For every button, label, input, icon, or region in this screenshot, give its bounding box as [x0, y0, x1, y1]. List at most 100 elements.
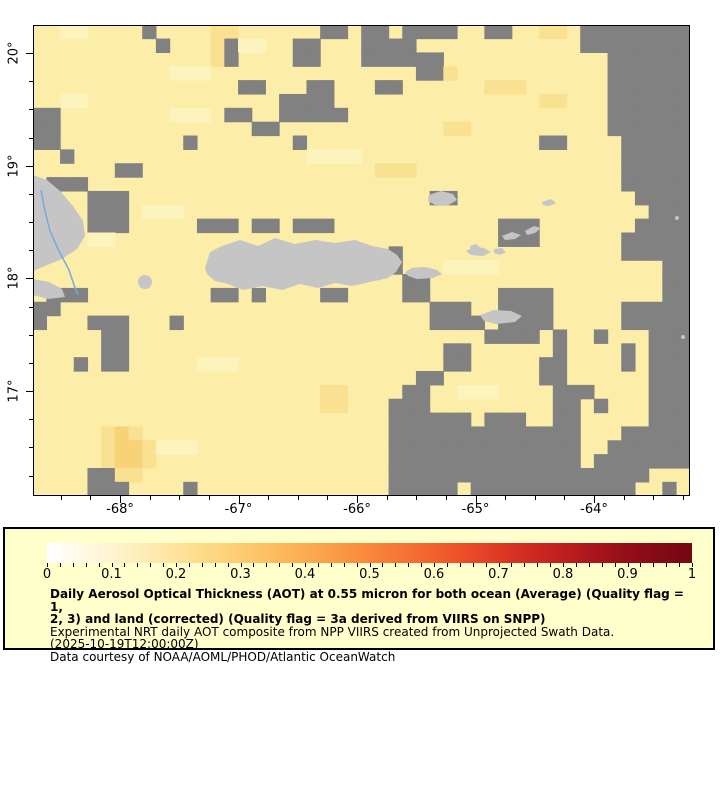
- hispaniola-south-spit-land: [33, 279, 65, 299]
- colorbar-tick: [511, 563, 513, 567]
- tortola-land: [502, 232, 521, 240]
- vieques-land: [405, 267, 442, 279]
- colorbar-labels: 0 0.1 0.2 0.3 0.4 0.5 0.6 0.7 0.8 0.9 1: [5, 567, 717, 582]
- colorbar-tick: [240, 563, 242, 567]
- lat-tick: [26, 165, 33, 167]
- lon-tick: [623, 496, 625, 500]
- puerto-rico-land: [205, 238, 402, 290]
- st-thomas-land: [466, 247, 491, 256]
- colorbar-tick: [446, 563, 448, 567]
- st-john-land: [494, 248, 506, 255]
- colorbar-tick: [201, 563, 203, 567]
- colorbar-tick: [72, 563, 74, 567]
- colorbar-tick: [330, 563, 332, 567]
- lon-tick: [534, 496, 536, 500]
- colorbar-tick: [666, 563, 668, 567]
- colorbar-tick: [679, 563, 681, 567]
- lon-tick: [60, 496, 62, 500]
- caption-timestamp: (2025-10-19T12:00:00Z): [50, 637, 199, 652]
- map-border: [33, 25, 690, 496]
- colorbar-tick: [150, 563, 152, 567]
- colorbar-tick: [408, 563, 410, 567]
- colorbar-tick: [279, 563, 281, 567]
- lon-tick: [268, 496, 270, 500]
- colorbar-tick: [614, 563, 616, 567]
- colorbar-tick: [343, 563, 345, 567]
- lon-tick: [416, 496, 418, 500]
- colorbar-tick: [124, 563, 126, 567]
- legend-box: 0 0.1 0.2 0.3 0.4 0.5 0.6 0.7 0.8 0.9 1 Daily Aero…: [3, 527, 717, 663]
- lon-tick: [179, 496, 181, 500]
- lon-tick: [357, 496, 358, 503]
- lon-tick-label: -67°: [224, 502, 253, 517]
- lat-tick-label: 18°: [6, 266, 22, 290]
- colorbar-tick: [395, 563, 397, 567]
- colorbar-tick-label: 0.3: [230, 567, 251, 582]
- colorbar-tick: [588, 563, 590, 567]
- lat-tick: [26, 391, 33, 393]
- lat-tick: [26, 278, 33, 280]
- colorbar-tick: [640, 563, 642, 567]
- small-islet-2: [681, 335, 685, 339]
- colorbar-tick: [653, 563, 655, 567]
- colorbar-tick: [214, 563, 216, 567]
- colorbar-tick: [85, 563, 87, 567]
- colorbar-tick: [421, 563, 423, 567]
- caption-title-line2: 2, 3) and land (corrected) (Quality flag…: [50, 612, 546, 627]
- colorbar-tick: [227, 563, 229, 567]
- river-line: [40, 189, 79, 296]
- aot-colorbar: [47, 543, 692, 563]
- caption-source-line: Experimental NRT daily AOT composite fro…: [50, 624, 615, 639]
- colorbar-tick-label: 0.5: [359, 567, 380, 582]
- colorbar-tick: [524, 563, 526, 567]
- colorbar-tick-label: 1: [687, 567, 697, 582]
- colorbar-ticks: [5, 563, 717, 569]
- lon-tick: [653, 496, 655, 500]
- colorbar-tick: [692, 563, 693, 567]
- colorbar-tick: [59, 563, 61, 567]
- mona-island: [138, 275, 152, 289]
- lat-tick: [26, 53, 33, 54]
- lat-tick-label: 17°: [6, 379, 22, 403]
- lat-tick-label: 20°: [6, 41, 22, 65]
- colorbar-tick: [627, 563, 629, 567]
- lat-tick-label: 19°: [6, 154, 22, 178]
- colorbar-tick: [137, 563, 139, 567]
- lon-tick: [90, 496, 92, 500]
- colorbar-tick: [550, 563, 552, 567]
- lon-tick-label: -64°: [580, 502, 608, 517]
- offshore-cay-land: [428, 191, 457, 206]
- caption-block: Daily Aerosol Optical Thickness (AOT) at…: [50, 588, 690, 664]
- lon-tick: [297, 496, 299, 500]
- colorbar-tick-label: 0.6: [423, 567, 445, 582]
- colorbar-tick: [98, 563, 100, 567]
- colorbar-tick-label: 0.1: [101, 567, 122, 582]
- lon-tick: [594, 496, 595, 503]
- st-croix-land: [480, 310, 522, 324]
- lon-tick: [682, 496, 684, 500]
- colorbar-tick: [176, 563, 177, 567]
- colorbar-tick: [266, 563, 268, 567]
- lon-tick-label: -65°: [461, 502, 490, 517]
- colorbar-tick: [253, 563, 255, 567]
- lon-tick: [238, 496, 240, 503]
- land-layer: [33, 175, 685, 339]
- colorbar-tick-label: 0.7: [488, 567, 509, 582]
- colorbar-tick-label: 0.8: [552, 567, 574, 582]
- anegada-land: [542, 199, 556, 206]
- colorbar-tick-label: 0.4: [294, 567, 316, 582]
- lon-tick: [327, 496, 329, 500]
- colorbar-tick: [356, 563, 358, 567]
- lon-tick: [120, 496, 121, 503]
- lon-tick-label: -68°: [106, 502, 134, 517]
- colorbar-tick: [292, 563, 294, 567]
- lon-tick-label: -66°: [343, 502, 371, 517]
- lon-tick: [445, 496, 447, 500]
- colorbar-tick: [317, 563, 319, 567]
- colorbar-tick: [305, 563, 306, 567]
- colorbar-tick: [485, 563, 487, 567]
- colorbar-tick: [163, 563, 165, 567]
- caption-title-line1: Daily Aerosol Optical Thickness (AOT) at…: [50, 587, 684, 614]
- lon-tick: [475, 496, 477, 503]
